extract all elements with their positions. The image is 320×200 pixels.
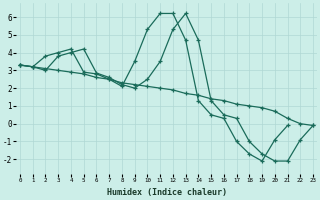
X-axis label: Humidex (Indice chaleur): Humidex (Indice chaleur) (107, 188, 227, 197)
